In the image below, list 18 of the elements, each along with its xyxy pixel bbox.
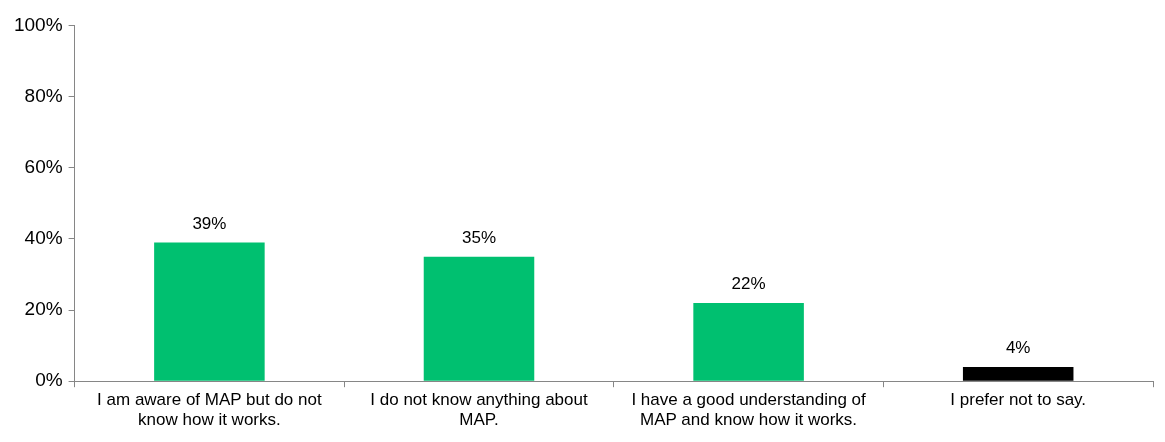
bar [423,256,535,381]
x-tick-label: I do not know anything about MAP. [370,390,588,430]
x-tick-label: I have a good understanding of MAP and know how it works. [631,390,867,430]
x-tick-label: I prefer not to say. [950,390,1087,410]
x-tick-label: I am aware of MAP but do not know how it works. [97,390,322,430]
data-label: 22% [731,274,766,294]
data-label: 4% [1005,338,1031,358]
bar [154,242,265,381]
data-label: 35% [461,227,497,247]
bar [693,302,804,381]
y-tick-label: 40% [24,227,63,249]
y-tick-label: 0% [35,369,63,391]
y-tick-label: 80% [24,84,63,106]
y-tick-label: 100% [13,13,63,35]
bar [962,366,1074,381]
y-tick-label: 60% [24,155,63,177]
y-tick-label: 20% [24,298,63,320]
data-label: 39% [192,213,227,233]
